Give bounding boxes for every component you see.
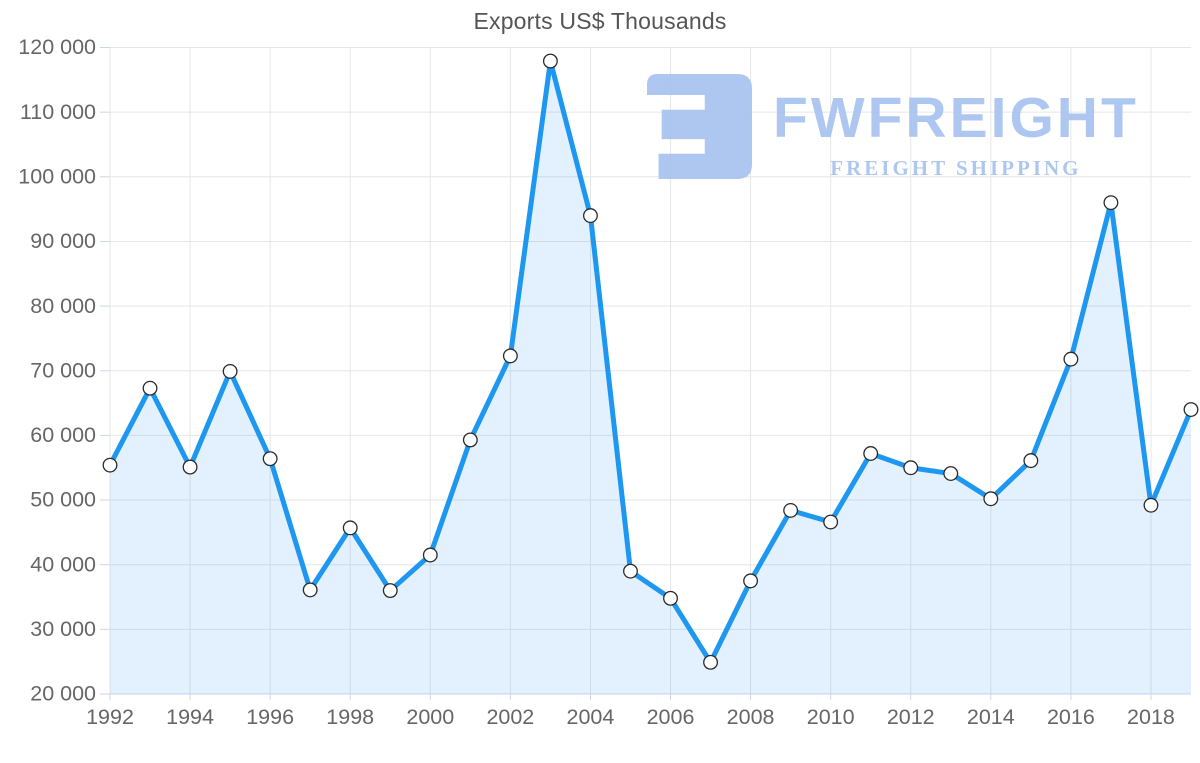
- svg-text:1996: 1996: [246, 705, 294, 729]
- svg-text:80 000: 80 000: [30, 294, 96, 318]
- svg-text:2008: 2008: [727, 705, 775, 729]
- svg-text:2004: 2004: [567, 705, 615, 729]
- y-grid-and-labels: 20 000 30 000 40 000 50 000 60 000 70 000 80 0…: [18, 35, 1191, 706]
- svg-text:2014: 2014: [967, 705, 1015, 729]
- svg-text:2016: 2016: [1047, 705, 1095, 729]
- svg-text:1994: 1994: [166, 705, 214, 729]
- svg-text:120 000: 120 000: [18, 35, 96, 59]
- svg-text:30 000: 30 000: [30, 617, 96, 641]
- svg-text:1992: 1992: [86, 705, 134, 729]
- svg-text:2000: 2000: [406, 705, 454, 729]
- svg-text:1998: 1998: [326, 705, 374, 729]
- svg-text:100 000: 100 000: [18, 164, 96, 188]
- series-markers: [102, 53, 1199, 670]
- svg-text:70 000: 70 000: [30, 358, 96, 382]
- svg-text:2006: 2006: [647, 705, 695, 729]
- series-line: [107, 58, 1194, 665]
- svg-text:2010: 2010: [807, 705, 855, 729]
- svg-text:50 000: 50 000: [30, 488, 96, 512]
- svg-text:20 000: 20 000: [30, 682, 96, 706]
- series-area: [110, 61, 1191, 695]
- chart-title: Exports US$ Thousands: [473, 8, 727, 34]
- svg-text:90 000: 90 000: [30, 229, 96, 253]
- x-grid-and-labels: 1992 1994 1996 1998 2000 2002 2004 2006 2008 2010…: [86, 47, 1175, 729]
- svg-text:40 000: 40 000: [30, 552, 96, 576]
- svg-text:60 000: 60 000: [30, 423, 96, 447]
- svg-text:2018: 2018: [1127, 705, 1175, 729]
- svg-text:110 000: 110 000: [20, 100, 96, 124]
- svg-text:2002: 2002: [486, 705, 534, 729]
- svg-text:2012: 2012: [887, 705, 935, 729]
